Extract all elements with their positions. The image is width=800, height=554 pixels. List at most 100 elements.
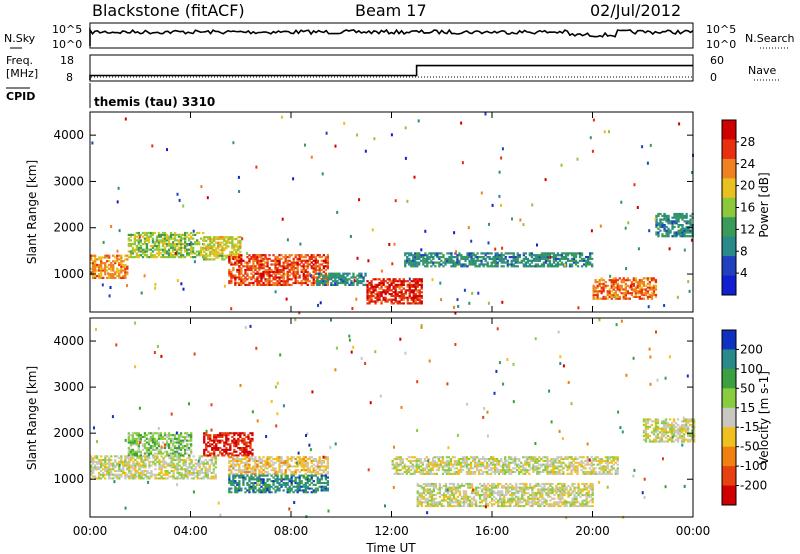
- heatmap-cell: [556, 257, 560, 260]
- heatmap-cell: [151, 233, 155, 236]
- heatmap-cell: [258, 476, 261, 479]
- heatmap-cell: [471, 467, 475, 470]
- heatmap-cell: [356, 274, 359, 277]
- heatmap-cell: [312, 276, 315, 279]
- heatmap-cell: [530, 456, 533, 459]
- heatmap-cell: [135, 434, 138, 437]
- heatmap-cell: [542, 459, 545, 462]
- heatmap-cell: [484, 257, 487, 260]
- heatmap-cell: [149, 447, 153, 450]
- heatmap-cell: [167, 241, 171, 244]
- heatmap-cell: [372, 300, 375, 303]
- heatmap-cell: [153, 432, 157, 435]
- heatmap-cell: [158, 460, 161, 463]
- heatmap-cell: [288, 265, 291, 268]
- heatmap-cell: [184, 432, 187, 435]
- heatmap-cell: [681, 229, 684, 232]
- heatmap-cell: [501, 147, 504, 151]
- heatmap-cell: [296, 280, 299, 283]
- heatmap-cell: [614, 297, 617, 300]
- heatmap-cell: [143, 432, 147, 435]
- heatmap-cell: [208, 459, 211, 462]
- heatmap-cell: [395, 458, 398, 461]
- heatmap-cell: [184, 445, 187, 448]
- heatmap-cell: [320, 256, 323, 259]
- heatmap-cell: [544, 459, 547, 462]
- heatmap-cell: [398, 287, 401, 290]
- heatmap-cell: [644, 288, 648, 291]
- heatmap-cell: [316, 259, 319, 262]
- heatmap-cell: [236, 489, 239, 492]
- heatmap-cell: [546, 257, 550, 260]
- heatmap-cell: [179, 432, 183, 435]
- heatmap-cell: [96, 265, 99, 268]
- heatmap-cell: [308, 256, 311, 259]
- heatmap-cell: [258, 261, 261, 264]
- heatmap-cell: [457, 472, 461, 475]
- noise-left-tick-top: 10^5: [52, 23, 82, 36]
- heatmap-cell: [486, 467, 489, 470]
- heatmap-cell: [471, 456, 475, 459]
- heatmap-cell: [231, 432, 234, 435]
- heatmap-cell: [138, 471, 141, 474]
- heatmap-cell: [152, 457, 155, 460]
- heatmap-cell: [151, 439, 155, 442]
- heatmap-cell: [132, 462, 135, 465]
- heatmap-cell: [318, 270, 321, 273]
- heatmap-cell: [294, 263, 297, 266]
- heatmap-cell: [316, 482, 319, 485]
- heatmap-cell: [570, 470, 573, 473]
- heatmap-cell: [437, 467, 440, 470]
- heatmap-cell: [138, 475, 141, 478]
- heatmap-cell: [104, 460, 107, 463]
- heatmap-cell: [194, 475, 197, 478]
- heatmap-cell: [139, 434, 142, 437]
- heatmap-cell: [132, 457, 135, 460]
- heatmap-cell: [640, 297, 643, 300]
- heatmap-cell: [264, 482, 267, 485]
- heatmap-cell: [135, 254, 138, 257]
- heatmap-cell: [124, 258, 127, 261]
- heatmap-cell: [258, 480, 261, 483]
- heatmap-cell: [282, 463, 285, 466]
- heatmap-cell: [159, 235, 163, 238]
- heatmap-cell: [600, 277, 603, 280]
- heatmap-cell: [145, 246, 149, 249]
- heatmap-cell: [155, 246, 159, 249]
- heatmap-cell: [463, 461, 467, 464]
- heatmap-cell: [137, 435, 140, 438]
- heatmap-cell: [240, 270, 243, 273]
- heatmap-cell: [310, 281, 313, 285]
- heatmap-cell: [278, 463, 281, 466]
- heatmap-cell: [488, 222, 490, 226]
- heatmap-cell: [223, 445, 226, 448]
- heatmap-cell: [455, 459, 459, 462]
- heatmap-cell: [286, 465, 289, 468]
- heatmap-cell: [167, 248, 171, 251]
- heatmap-cell: [552, 261, 556, 264]
- heatmap-cell: [344, 283, 347, 286]
- heatmap-cell: [98, 273, 101, 276]
- heatmap-cell: [106, 466, 109, 469]
- heatmap-cell: [248, 254, 251, 257]
- heatmap-cell: [227, 452, 230, 455]
- heatmap-cell: [278, 489, 281, 492]
- heatmap-cell: [237, 432, 240, 435]
- heatmap-cell: [586, 456, 589, 459]
- heatmap-cell: [232, 480, 235, 483]
- heatmap-cell: [240, 469, 243, 472]
- heatmap-cell: [178, 477, 181, 480]
- heatmap-cell: [177, 252, 181, 255]
- heatmap-cell: [272, 278, 275, 281]
- heatmap-cell: [300, 485, 303, 488]
- heatmap-cell: [309, 274, 312, 278]
- heatmap-cell: [151, 441, 155, 444]
- heatmap-cell: [107, 272, 110, 276]
- heatmap-cell: [526, 459, 529, 462]
- heatmap-cell: [231, 239, 234, 242]
- heatmap-cell: [646, 295, 650, 298]
- heatmap-cell: [258, 474, 261, 477]
- heatmap-cell: [665, 235, 668, 238]
- heatmap-cell: [90, 473, 93, 476]
- heatmap-cell: [156, 460, 159, 463]
